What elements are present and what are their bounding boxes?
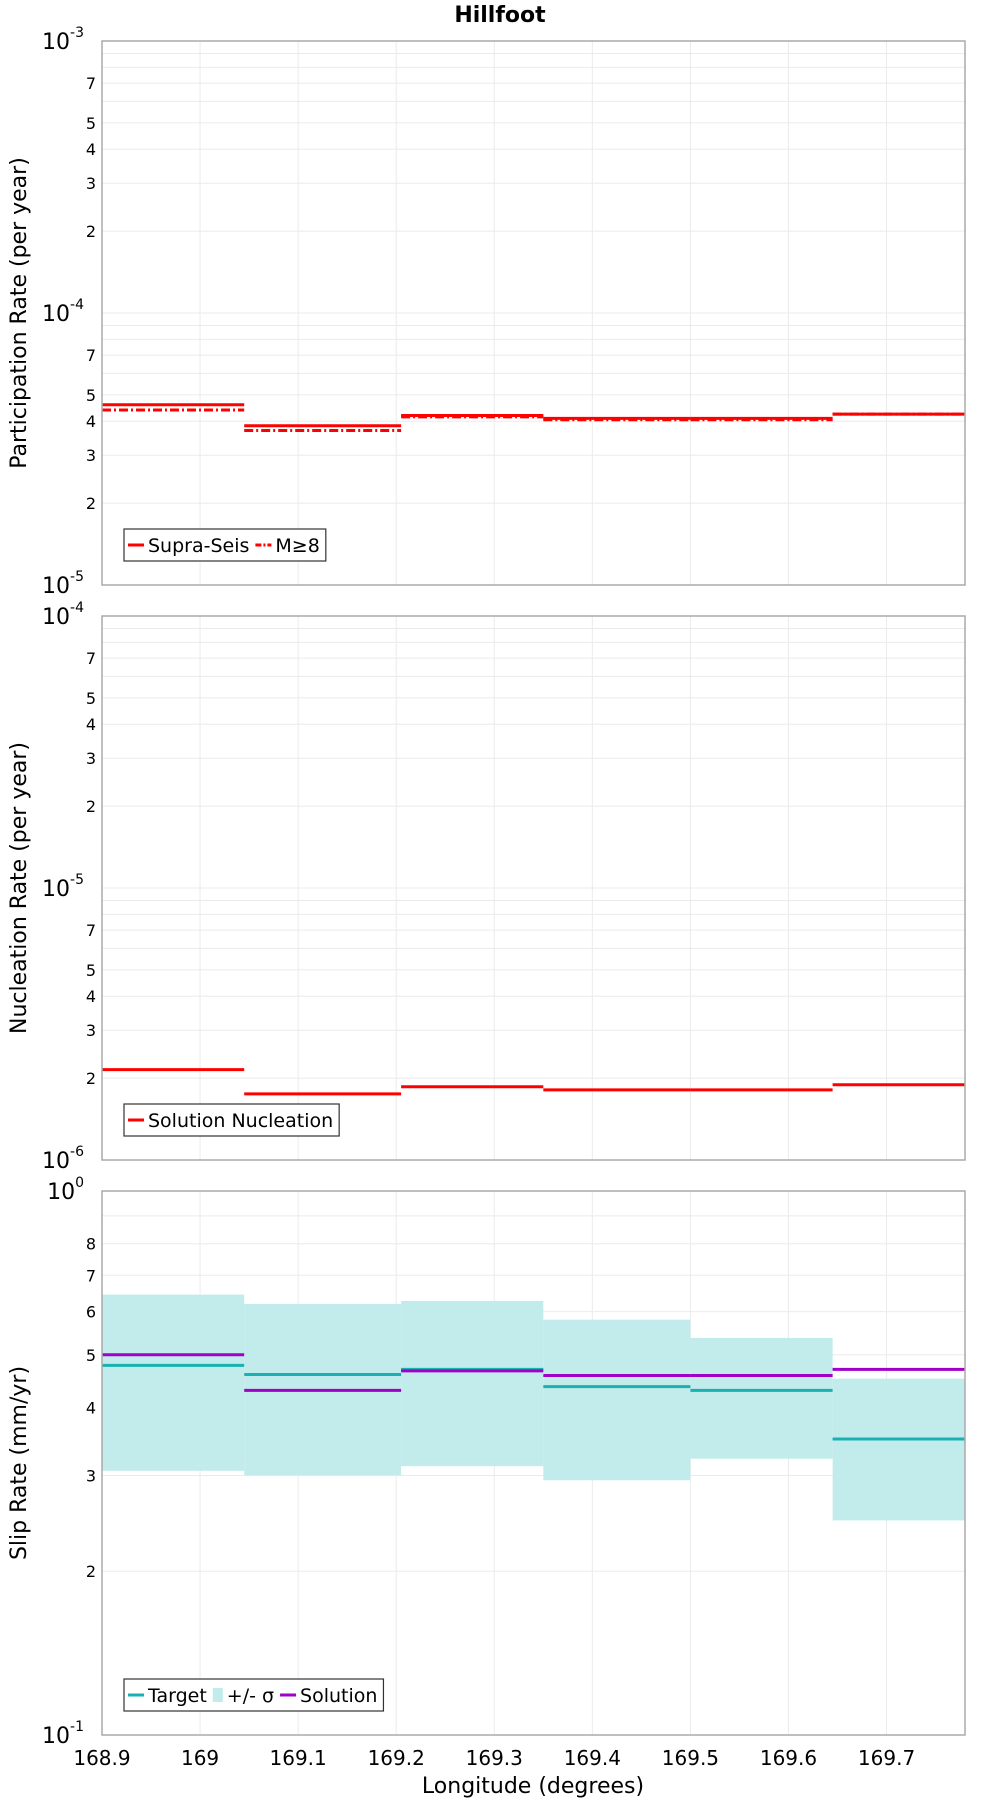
y-tick-label: 7 (86, 649, 96, 668)
plot-frame (101, 40, 966, 586)
legend: Supra-Seis M≥8 (123, 528, 327, 562)
sigma-band-segment (832, 1378, 965, 1521)
y-tick-label: 2 (86, 494, 96, 513)
y-tick-label: 4 (86, 140, 96, 159)
panel-3: 100 10-1 8 7 6 5 4 3 2 Slip Rate (mm/yr) 168.9 169 1… (7, 1175, 966, 1799)
y-tick-label: 3 (86, 174, 96, 193)
y-tick-label: 6 (86, 1303, 96, 1322)
x-tick-label: 169.6 (760, 1746, 817, 1770)
legend-label: Solution (300, 1685, 377, 1707)
sigma-band-segment (543, 1319, 691, 1481)
y-tick-label: 7 (86, 346, 96, 365)
chart-title: Hillfoot (454, 3, 546, 28)
legend-swatch (212, 1688, 223, 1702)
legend-label: +/- σ (227, 1685, 274, 1707)
y-tick-label: 5 (86, 386, 96, 405)
y-tick-label: 3 (86, 446, 96, 465)
y-tick-label: 4 (86, 1398, 96, 1417)
y-tick-label-decade: 10-5 (42, 569, 84, 599)
y-tick-label: 2 (86, 1562, 96, 1581)
y-tick-label: 4 (86, 987, 96, 1006)
x-tick-label: 169.7 (858, 1746, 915, 1770)
legend-label: Supra-Seis (148, 535, 249, 557)
y-tick-label: 7 (86, 74, 96, 93)
y-tick-label-decade: 10-1 (42, 1719, 84, 1749)
x-tick-label: 169.1 (270, 1746, 327, 1770)
legend-label: Target (147, 1685, 207, 1707)
sigma-band-segment (401, 1300, 544, 1467)
plot-frame (101, 615, 966, 1161)
x-tick-label: 169.5 (662, 1746, 719, 1770)
x-axis-label: Longitude (degrees) (422, 1774, 644, 1799)
y-tick-label-decade: 10-6 (42, 1144, 84, 1174)
y-tick-label: 5 (86, 114, 96, 133)
y-tick-label: 5 (86, 961, 96, 980)
legend-label: M≥8 (275, 535, 319, 557)
y-tick-label: 2 (86, 222, 96, 241)
y-tick-label-decade: 10-4 (42, 600, 84, 630)
y-tick-label: 4 (86, 412, 96, 431)
y-tick-label: 5 (86, 689, 96, 708)
plot-frame (101, 1190, 966, 1736)
y-tick-label: 5 (86, 1346, 96, 1365)
y-tick-label: 8 (86, 1235, 96, 1254)
y-tick-label: 2 (86, 1069, 96, 1088)
panel-2: 10-4 10-5 10-6 7 5 4 3 2 7 5 4 3 2 Nucleation Rate (p… (7, 600, 966, 1174)
y-axis-label: Nucleation Rate (per year) (7, 742, 32, 1034)
y-tick-label-decade: 10-3 (42, 25, 84, 55)
legend: Solution Nucleation (123, 1103, 340, 1137)
y-tick-label: 7 (86, 921, 96, 940)
y-tick-label-decade: 10-5 (42, 872, 84, 902)
y-tick-label-decade: 10-4 (42, 297, 84, 327)
y-axis-label: Participation Rate (per year) (7, 157, 32, 469)
panel-1: 10-3 10-4 10-5 7 5 4 3 2 7 5 4 3 2 Participation Rate… (7, 25, 966, 599)
y-tick-label: 3 (86, 749, 96, 768)
y-tick-label: 2 (86, 797, 96, 816)
x-tick-label: 168.9 (73, 1746, 130, 1770)
y-tick-label: 4 (86, 715, 96, 734)
legend-box (123, 1103, 340, 1137)
y-tick-label: 3 (86, 1466, 96, 1485)
x-tick-label: 169.3 (466, 1746, 523, 1770)
x-tick-label: 169 (181, 1746, 219, 1770)
y-axis-label: Slip Rate (mm/yr) (7, 1366, 32, 1560)
y-tick-label: 3 (86, 1021, 96, 1040)
x-tick-label: 169.2 (368, 1746, 425, 1770)
legend-box (123, 528, 327, 562)
legend-box (123, 1678, 385, 1712)
sigma-band-segment (102, 1294, 245, 1471)
y-tick-label-decade: 100 (47, 1175, 84, 1205)
x-tick-label: 169.4 (564, 1746, 621, 1770)
y-tick-label: 7 (86, 1266, 96, 1285)
legend-label: Solution Nucleation (148, 1110, 333, 1132)
legend: Target +/- σ Solution (123, 1678, 385, 1712)
sigma-band-segment (690, 1337, 833, 1459)
